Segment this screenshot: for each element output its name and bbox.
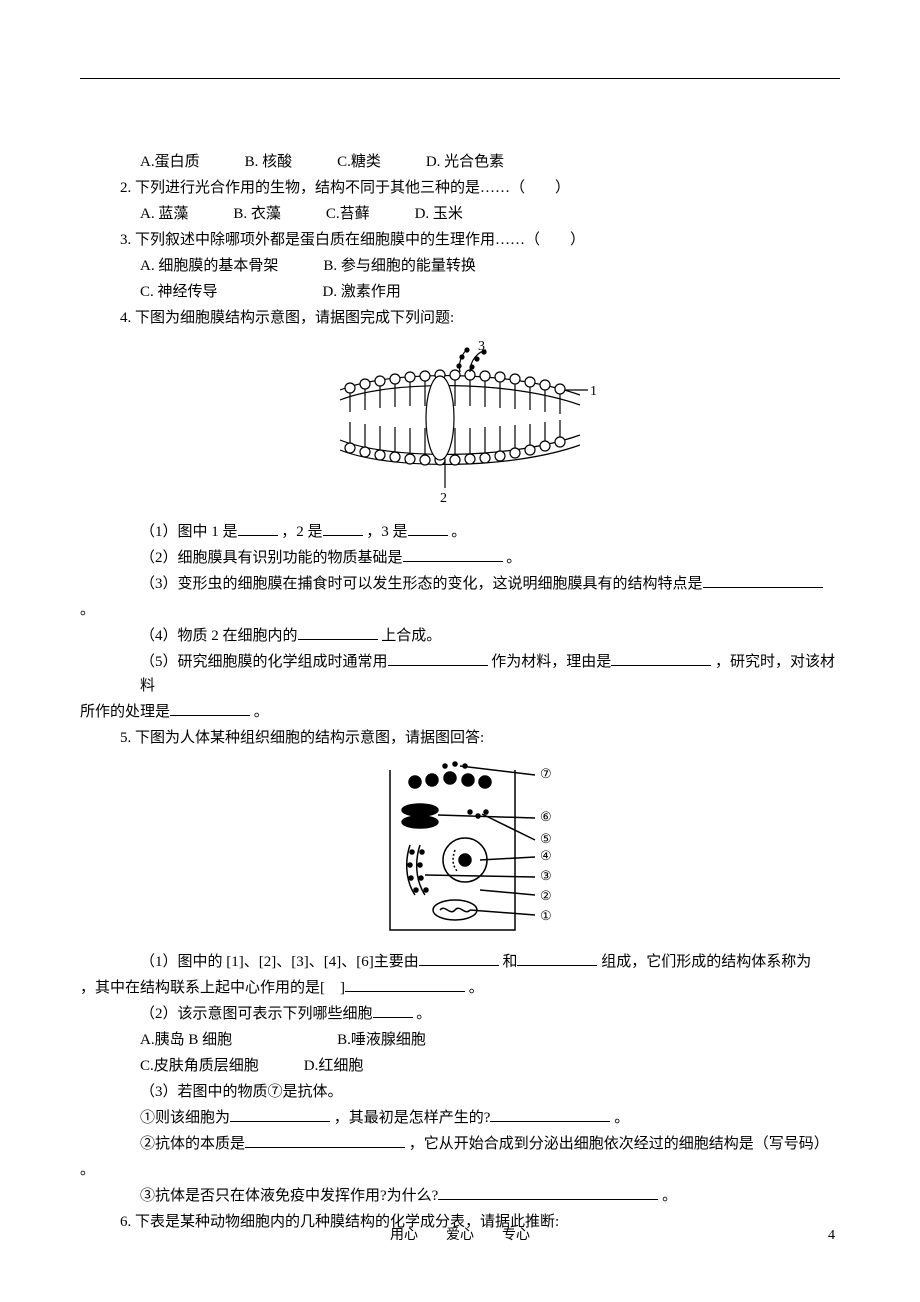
q3-stem: 3. 下列叙述中除哪项外都是蛋白质在细胞膜中的生理作用……（ ） (80, 228, 840, 252)
text: ，3 是 (366, 524, 407, 540)
blank (230, 1121, 330, 1122)
figure-1-wrap: 1 2 3 (80, 340, 840, 510)
text: ③抗体是否只在体液免疫中发挥作用?为什么? (140, 1188, 438, 1204)
fig1-label-3: 3 (478, 340, 485, 354)
figure-2-wrap: ① ② ③ ④ ⑤ ⑥ ⑦ (80, 760, 840, 940)
blank (419, 965, 499, 966)
q4-sub3-end: 。 (80, 598, 840, 622)
text: 。 (662, 1188, 677, 1204)
text: （5）研究细胞膜的化学组成时通常用 (140, 654, 388, 670)
text: ①则该细胞为 (140, 1110, 230, 1126)
text: （1）图中 1 是 (140, 524, 238, 540)
text: ②抗体的本质是 (140, 1136, 245, 1152)
q4-sub5: （5）研究细胞膜的化学组成时通常用 作为材料，理由是 ，研究时，对该材料 (80, 650, 840, 698)
text: 上合成。 (381, 628, 441, 644)
page-footer: 用心 爱心 专心 (0, 1225, 920, 1247)
fig2-label-2: ② (540, 888, 552, 903)
q5-sub2-opt2: C.皮肤角质层细胞 D.红细胞 (80, 1054, 840, 1078)
q5-sub3-3: ③抗体是否只在体液免疫中发挥作用?为什么? 。 (80, 1184, 840, 1208)
text: 。 (416, 1006, 431, 1022)
blank (403, 561, 503, 562)
fig2-label-5: ⑤ (540, 831, 552, 846)
q4-sub1: （1）图中 1 是 ，2 是 ，3 是 。 (80, 520, 840, 544)
blank (611, 665, 711, 666)
q2-options: A. 蓝藻 B. 衣藻 C.苔藓 D. 玉米 (80, 202, 840, 226)
cell-diagram: ① ② ③ ④ ⑤ ⑥ ⑦ (360, 760, 560, 940)
blank (238, 535, 278, 536)
fig2-label-1: ① (540, 908, 552, 923)
text: 和 (502, 954, 517, 970)
q5-sub2: （2）该示意图可表示下列哪些细胞 。 (80, 1002, 840, 1026)
q5-sub3-1: ①则该细胞为 ，其最初是怎样产生的? 。 (80, 1106, 840, 1130)
text: （2）细胞膜具有识别功能的物质基础是 (140, 550, 403, 566)
text: ，2 是 (281, 524, 322, 540)
q5-sub3-2: ②抗体的本质是 ，它从开始合成到分泌出细胞依次经过的细胞结构是（写号码） (80, 1132, 840, 1156)
q5-sub2-opt1: A.胰岛 B 细胞 B.唾液腺细胞 (80, 1028, 840, 1052)
blank (408, 535, 448, 536)
blank (345, 991, 465, 992)
text: 。 (254, 704, 269, 720)
q4-sub3: （3）变形虫的细胞膜在捕食时可以发生形态的变化，这说明细胞膜具有的结构特点是 (80, 572, 840, 596)
blank (298, 639, 378, 640)
fig2-label-6: ⑥ (540, 809, 552, 824)
blank (323, 535, 363, 536)
q4-sub4: （4）物质 2 在细胞内的 上合成。 (80, 624, 840, 648)
fig1-label-2: 2 (440, 491, 447, 506)
fig2-label-7: ⑦ (540, 766, 552, 781)
text: 。 (451, 524, 466, 540)
blank (373, 1017, 413, 1018)
q4-stem: 4. 下图为细胞膜结构示意图，请据图完成下列问题: (80, 306, 840, 330)
text: 作为材料，理由是 (491, 654, 611, 670)
text: ，它从开始合成到分泌出细胞依次经过的细胞结构是（写号码） (409, 1136, 829, 1152)
q5-sub1b: ，其中在结构联系上起中心作用的是[ ] 。 (80, 976, 840, 1000)
text: （4）物质 2 在细胞内的 (140, 628, 298, 644)
q5-sub1: （1）图中的 [1]、[2]、[3]、[4]、[6]主要由 和 组成，它们形成的… (80, 950, 840, 974)
q5-sub3: （3）若图中的物质⑦是抗体。 (80, 1080, 840, 1104)
page-number: 4 (828, 1225, 835, 1247)
q5-sub3-2-end: 。 (80, 1158, 840, 1182)
q4-sub5b: 所作的处理是 。 (80, 700, 840, 724)
text: （3）变形虫的细胞膜在捕食时可以发生形态的变化，这说明细胞膜具有的结构特点是 (140, 576, 703, 592)
page-content: A.蛋白质 B. 核酸 C.糖类 D. 光合色素 2. 下列进行光合作用的生物，… (0, 0, 920, 1234)
membrane-diagram: 1 2 3 (310, 340, 610, 510)
text: 。 (614, 1110, 629, 1126)
blank (388, 665, 488, 666)
text: 。 (506, 550, 521, 566)
text: （1）图中的 [1]、[2]、[3]、[4]、[6]主要由 (140, 954, 419, 970)
q4-sub2: （2）细胞膜具有识别功能的物质基础是 。 (80, 546, 840, 570)
blank (170, 715, 250, 716)
blank (245, 1147, 405, 1148)
q3-options-a: A. 细胞膜的基本骨架 B. 参与细胞的能量转换 (80, 254, 840, 278)
text: ，其最初是怎样产生的? (334, 1110, 491, 1126)
text: ，其中在结构联系上起中心作用的是[ ] (80, 980, 345, 996)
fig1-label-1: 1 (590, 384, 597, 399)
q2-stem: 2. 下列进行光合作用的生物，结构不同于其他三种的是……（ ） (80, 176, 840, 200)
q5-stem: 5. 下图为人体某种组织细胞的结构示意图，请据图回答: (80, 726, 840, 750)
text: 所作的处理是 (80, 704, 170, 720)
blank (517, 965, 597, 966)
text: （2）该示意图可表示下列哪些细胞 (140, 1006, 373, 1022)
blank (703, 587, 823, 588)
header-rule (80, 78, 840, 79)
q1-options: A.蛋白质 B. 核酸 C.糖类 D. 光合色素 (80, 150, 840, 174)
blank (438, 1199, 658, 1200)
fig2-label-3: ③ (540, 868, 552, 883)
text: 组成，它们形成的结构体系称为 (601, 954, 811, 970)
blank (490, 1121, 610, 1122)
fig2-label-4: ④ (540, 848, 552, 863)
text: 。 (469, 980, 484, 996)
q3-options-b: C. 神经传导 D. 激素作用 (80, 280, 840, 304)
